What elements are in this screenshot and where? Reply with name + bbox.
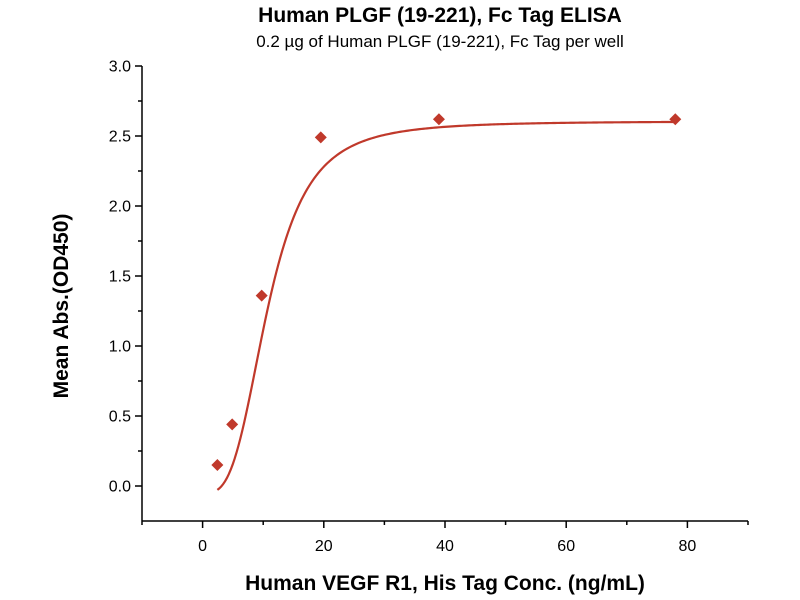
y-tick-label: 1.0 bbox=[109, 339, 131, 356]
x-tick-label: 20 bbox=[315, 538, 333, 555]
x-axis-label: Human VEGF R1, His Tag Conc. (ng/mL) bbox=[245, 572, 645, 595]
x-tick-label: 60 bbox=[557, 538, 575, 555]
fit-curve bbox=[216, 120, 676, 491]
x-ticks: 0 20 40 60 80 bbox=[141, 521, 749, 555]
data-point bbox=[211, 459, 224, 471]
y-tick-label: 2.0 bbox=[109, 199, 131, 216]
axes bbox=[141, 66, 748, 522]
data-point bbox=[226, 418, 239, 431]
y-ticks: 0.0 0.5 1.0 1.5 2.0 2.5 3.0 bbox=[109, 59, 142, 496]
series bbox=[211, 113, 682, 491]
data-point bbox=[314, 131, 327, 144]
y-tick-label: 2.5 bbox=[109, 129, 131, 146]
data-point bbox=[432, 113, 445, 126]
y-tick-label: 1.5 bbox=[109, 269, 131, 286]
x-tick-label: 80 bbox=[679, 538, 697, 555]
x-tick-label: 40 bbox=[436, 538, 454, 555]
data-point bbox=[255, 289, 268, 302]
y-tick-label: 3.0 bbox=[109, 59, 131, 76]
y-axis-label: Mean Abs.(OD450) bbox=[50, 214, 73, 399]
x-tick-label: 0 bbox=[198, 538, 207, 555]
data-point bbox=[669, 113, 682, 126]
y-tick-label: 0.0 bbox=[109, 479, 131, 496]
chart-title: Human PLGF (19-221), Fc Tag ELISA bbox=[258, 4, 622, 27]
chart-subtitle: 0.2 µg of Human PLGF (19-221), Fc Tag pe… bbox=[256, 32, 624, 51]
y-tick-label: 0.5 bbox=[109, 409, 131, 426]
